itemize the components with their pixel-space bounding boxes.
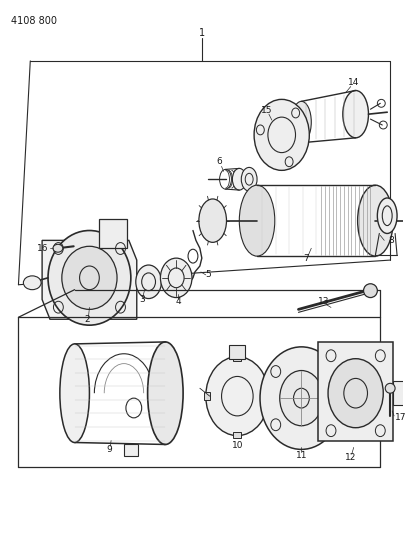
Ellipse shape <box>377 198 397 233</box>
Text: 3: 3 <box>139 295 144 304</box>
Ellipse shape <box>48 230 131 325</box>
Ellipse shape <box>206 357 269 435</box>
Ellipse shape <box>364 284 377 297</box>
Ellipse shape <box>148 342 183 445</box>
Bar <box>393 382 407 405</box>
Text: 1: 1 <box>199 28 205 38</box>
Ellipse shape <box>160 258 192 297</box>
Ellipse shape <box>280 370 323 426</box>
Text: 13: 13 <box>318 297 330 306</box>
Ellipse shape <box>136 265 162 298</box>
Text: 5: 5 <box>205 270 211 279</box>
Text: 11: 11 <box>296 451 307 460</box>
Polygon shape <box>233 355 241 361</box>
Ellipse shape <box>53 244 63 252</box>
Text: 6: 6 <box>217 157 222 166</box>
Ellipse shape <box>60 344 89 442</box>
Text: 8: 8 <box>388 236 394 245</box>
Text: 16: 16 <box>37 244 48 253</box>
Bar <box>318 342 393 441</box>
Ellipse shape <box>233 168 246 190</box>
Ellipse shape <box>62 246 117 309</box>
Ellipse shape <box>254 99 309 171</box>
Ellipse shape <box>239 185 275 256</box>
Polygon shape <box>265 392 271 400</box>
Ellipse shape <box>358 185 393 256</box>
Ellipse shape <box>23 276 41 289</box>
Text: 7: 7 <box>304 254 309 263</box>
Text: 14: 14 <box>348 78 359 87</box>
Ellipse shape <box>260 347 343 449</box>
Ellipse shape <box>343 91 368 138</box>
Bar <box>229 345 245 359</box>
Text: 10: 10 <box>232 441 243 450</box>
Bar <box>124 445 138 456</box>
Ellipse shape <box>241 167 257 191</box>
Polygon shape <box>233 432 241 438</box>
Text: 12: 12 <box>345 453 357 462</box>
Text: 2: 2 <box>84 315 90 324</box>
Text: 4108 800: 4108 800 <box>11 15 57 26</box>
Text: 9: 9 <box>106 445 112 454</box>
Bar <box>99 219 127 248</box>
Text: 15: 15 <box>261 106 273 115</box>
Polygon shape <box>204 392 210 400</box>
Ellipse shape <box>199 199 226 243</box>
Text: 17: 17 <box>395 414 407 422</box>
Ellipse shape <box>328 359 383 427</box>
Text: 4: 4 <box>175 297 181 306</box>
Ellipse shape <box>385 383 395 393</box>
Polygon shape <box>42 240 137 319</box>
Ellipse shape <box>292 101 311 143</box>
